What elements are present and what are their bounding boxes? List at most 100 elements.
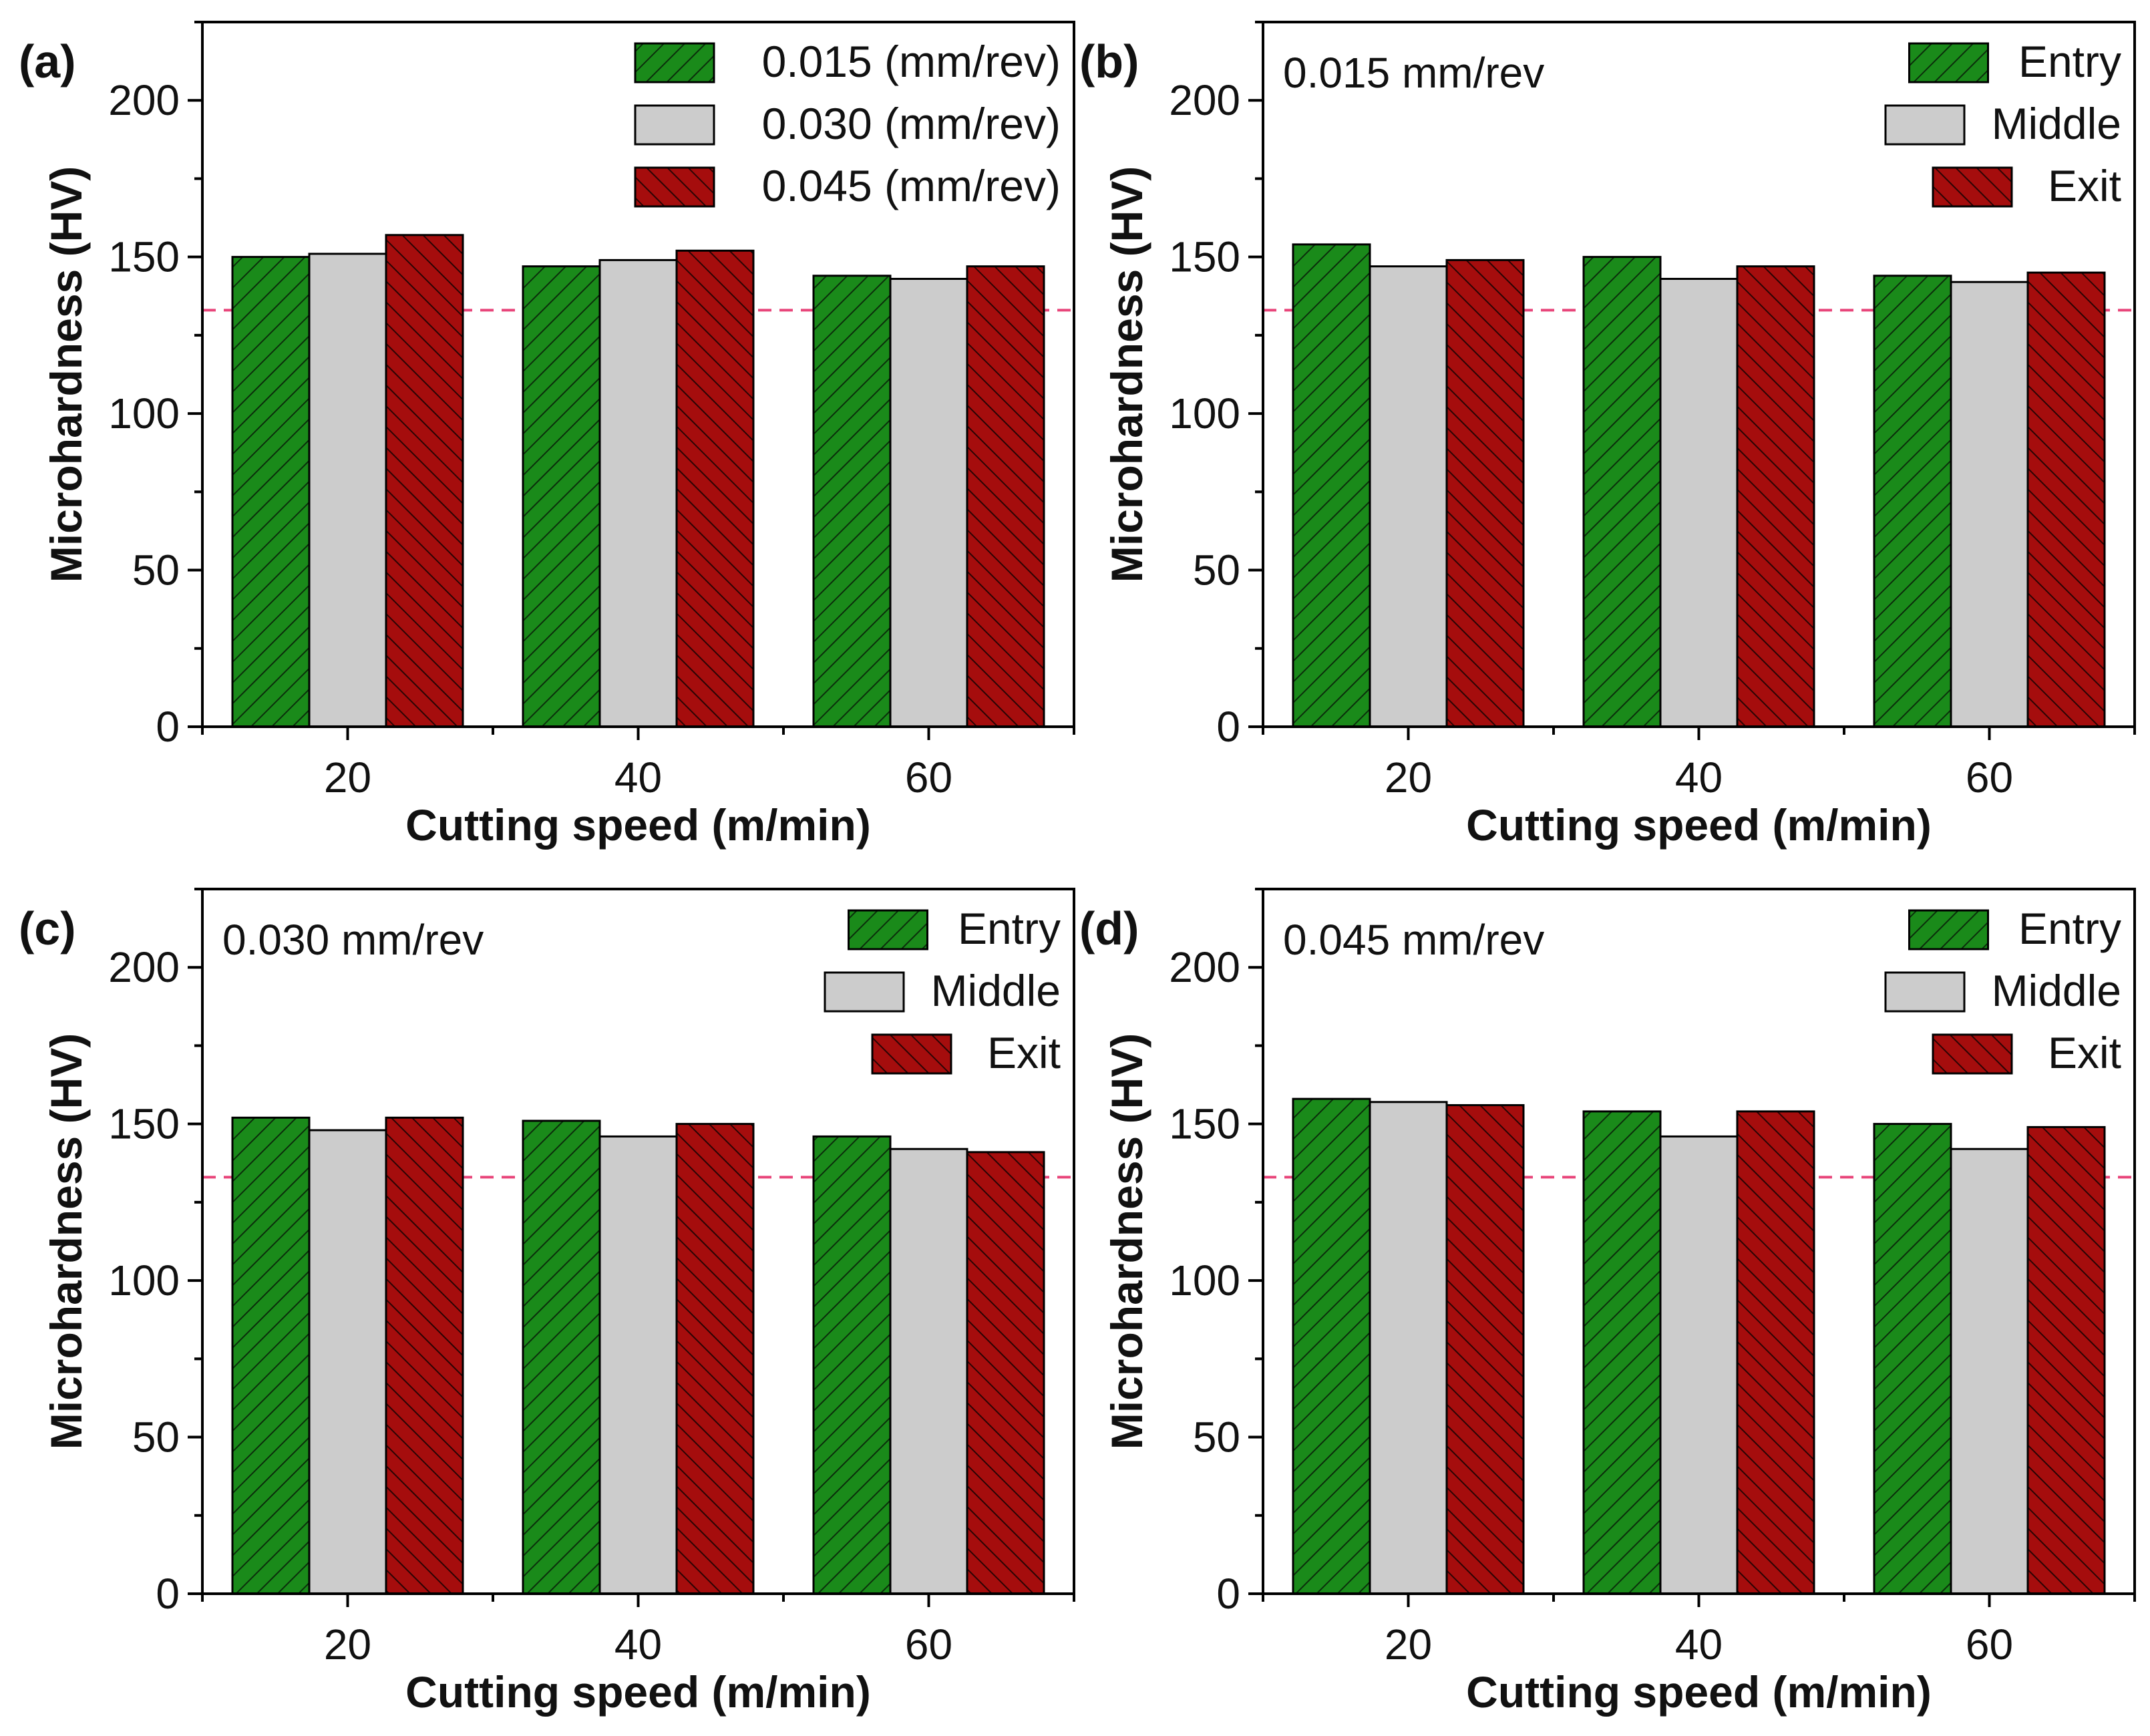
y-tick-label: 50 <box>1193 1413 1240 1461</box>
panel-label: (a) <box>19 35 76 88</box>
y-tick-label: 50 <box>1193 546 1240 594</box>
y-axis-title: Microhardness (HV) <box>41 1033 91 1449</box>
legend-label: 0.045 (mm/rev) <box>762 161 1061 210</box>
bar-exit-60 <box>2026 1125 2106 1595</box>
x-tick-label: 20 <box>1385 753 1432 802</box>
y-tick-label: 50 <box>132 546 180 594</box>
bar-0-015-mm-rev--40 <box>522 265 601 728</box>
x-tick-label: 40 <box>1675 753 1723 802</box>
x-tick-label: 40 <box>614 1620 662 1669</box>
y-tick-label: 200 <box>108 76 180 124</box>
x-axis-title: Cutting speed (m/min) <box>1466 800 1932 850</box>
panel-label: (b) <box>1079 35 1139 88</box>
legend-swatch <box>848 909 928 950</box>
legend-label: Exit <box>2048 1028 2121 1077</box>
x-axis-title: Cutting speed (m/min) <box>405 800 871 850</box>
bar-0-015-mm-rev--20 <box>231 256 311 728</box>
x-tick-label: 20 <box>324 753 371 802</box>
legend-label: Entry <box>2018 904 2121 953</box>
panel-label: (c) <box>19 902 76 954</box>
legend-label: Middle <box>1992 966 2121 1015</box>
bar-middle-40 <box>1659 277 1739 728</box>
bar-entry-20 <box>1292 1097 1371 1595</box>
x-tick-label: 60 <box>1966 1620 2013 1669</box>
bar-0-015-mm-rev--60 <box>812 275 892 728</box>
bar-middle-60 <box>1950 281 2029 728</box>
bar-middle-60 <box>889 1148 968 1595</box>
legend-swatch <box>634 166 715 208</box>
bar-entry-60 <box>1873 275 1952 728</box>
legend-swatch <box>1884 971 1966 1013</box>
y-tick-label: 100 <box>1169 389 1240 438</box>
x-tick-label: 20 <box>1385 1620 1432 1669</box>
legend-swatch <box>634 42 715 83</box>
x-tick-label: 20 <box>324 1620 371 1669</box>
y-tick-label: 150 <box>1169 1100 1240 1148</box>
bar-middle-40 <box>598 1135 678 1595</box>
panel-label: (d) <box>1079 902 1139 954</box>
bar-0-030-mm-rev--20 <box>308 252 387 728</box>
feed-annotation: 0.045 mm/rev <box>1283 916 1544 964</box>
legend-label: Entry <box>958 904 1061 953</box>
x-tick-label: 40 <box>614 753 662 802</box>
legend-label: Middle <box>931 966 1061 1015</box>
feed-annotation: 0.015 mm/rev <box>1283 49 1544 97</box>
y-tick-label: 200 <box>108 943 180 991</box>
y-tick-label: 100 <box>1169 1256 1240 1305</box>
bar-exit-40 <box>675 1123 755 1595</box>
x-tick-label: 60 <box>905 753 952 802</box>
chart-panel-3: 0 50 100 150 200 20 40 60 Cutting speed (m/min) M… <box>19 888 1075 1717</box>
legend-swatch <box>1932 1033 2013 1075</box>
feed-annotation: 0.030 mm/rev <box>222 916 484 964</box>
x-tick-label: 60 <box>1966 753 2013 802</box>
legend-label: Exit <box>987 1028 1061 1077</box>
bar-entry-20 <box>231 1116 311 1595</box>
bar-middle-60 <box>1950 1148 2029 1595</box>
legend-swatch <box>824 971 905 1013</box>
legend-swatch <box>1908 909 1989 950</box>
y-axis-title: Microhardness (HV) <box>41 166 91 582</box>
bar-exit-40 <box>1736 265 1815 728</box>
legend-swatch <box>871 1033 952 1075</box>
bar-exit-60 <box>966 1151 1045 1595</box>
y-tick-label: 200 <box>1169 76 1240 124</box>
bar-exit-60 <box>2026 271 2106 728</box>
y-axis-title: Microhardness (HV) <box>1102 1033 1151 1449</box>
bar-entry-60 <box>812 1135 892 1595</box>
x-axis-title: Cutting speed (m/min) <box>1466 1667 1932 1717</box>
bar-exit-20 <box>1445 258 1525 728</box>
bar-middle-20 <box>1369 1101 1448 1595</box>
y-axis-title: Microhardness (HV) <box>1102 166 1151 582</box>
legend-label: 0.030 (mm/rev) <box>762 99 1061 148</box>
bar-0-045-mm-rev--20 <box>385 234 464 728</box>
chart-panel-2: 0 50 100 150 200 20 40 60 Cutting speed (m/min) M… <box>1079 21 2136 850</box>
x-tick-label: 60 <box>905 1620 952 1669</box>
bar-entry-60 <box>1873 1123 1952 1595</box>
bar-0-045-mm-rev--60 <box>966 265 1045 728</box>
y-tick-label: 150 <box>108 233 180 281</box>
legend-label: Middle <box>1992 99 2121 148</box>
bar-middle-20 <box>308 1129 387 1595</box>
y-tick-label: 200 <box>1169 943 1240 991</box>
legend-swatch <box>1884 104 1966 146</box>
y-tick-label: 0 <box>156 703 180 751</box>
bar-entry-20 <box>1292 243 1371 728</box>
bar-exit-20 <box>1445 1104 1525 1595</box>
y-tick-label: 50 <box>132 1413 180 1461</box>
y-tick-label: 0 <box>156 1570 180 1618</box>
x-tick-label: 40 <box>1675 1620 1723 1669</box>
legend-swatch <box>1908 42 1989 83</box>
bar-entry-40 <box>522 1119 601 1595</box>
legend-label: Entry <box>2018 37 2121 86</box>
bar-0-045-mm-rev--40 <box>675 249 755 728</box>
bar-exit-20 <box>385 1116 464 1595</box>
legend-swatch <box>1932 166 2013 208</box>
bar-0-030-mm-rev--60 <box>889 277 968 728</box>
chart-panel-4: 0 50 100 150 200 20 40 60 Cutting speed (m/min) M… <box>1079 888 2136 1717</box>
bar-entry-40 <box>1582 1110 1662 1595</box>
bar-middle-20 <box>1369 265 1448 728</box>
y-tick-label: 150 <box>1169 233 1240 281</box>
legend-label: Exit <box>2048 161 2121 210</box>
